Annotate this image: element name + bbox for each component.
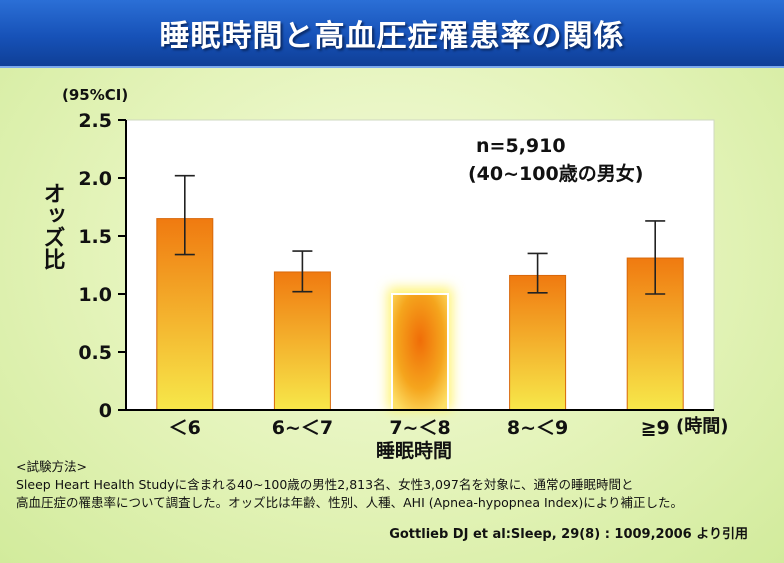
x-tick-label-3: 8~＜9 (507, 417, 568, 439)
title-bar: 睡眠時間と高血圧症罹患率の関係 (0, 0, 784, 68)
method-block: <試験方法> Sleep Heart Health Studyに含まれる40~1… (16, 458, 776, 512)
x-tick-label-0: ＜6 (169, 417, 201, 439)
odds-ratio-chart: 0 0.5 1.0 1.5 2.0 2.5 ＜6 6~＜7 7~＜8 8~＜9 ≧9 オッズ比 睡… (40, 110, 729, 462)
method-heading: <試験方法> (16, 459, 87, 474)
page-title: 睡眠時間と高血圧症罹患率の関係 (159, 19, 625, 54)
x-unit-label: (時間) (676, 416, 728, 437)
x-tick-label-4: ≧9 (641, 417, 670, 439)
x-tick-label-1: 6~＜7 (272, 417, 333, 439)
ci-note: (95%CI) (62, 86, 129, 104)
y-tick-label-0: 0 (99, 400, 112, 422)
y-axis-label: オッズ比 (40, 182, 65, 271)
x-tick-label-2: 7~＜8 (389, 417, 450, 439)
y-tick-label-2: 1.0 (78, 284, 112, 306)
y-tick-label-1: 0.5 (78, 342, 112, 364)
method-line-2: 高血圧症の罹患率について調査した。オッズ比は年齢、性別、人種、AHI (Apne… (16, 495, 684, 510)
population-annotation: (40~100歳の男女) (468, 162, 643, 185)
x-axis-label: 睡眠時間 (376, 440, 452, 462)
sample-size-annotation: n=5,910 (476, 135, 566, 157)
bar-1 (273, 271, 331, 411)
y-tick-label-3: 1.5 (78, 226, 112, 248)
y-tick-label-4: 2.0 (78, 168, 112, 190)
bar-2 (391, 293, 449, 411)
bar-3 (509, 274, 567, 411)
method-line-1: Sleep Heart Health Studyに含まれる40~100歳の男性2… (16, 477, 634, 492)
citation: Gottlieb DJ et al:Sleep, 29(8) : 1009,20… (389, 527, 748, 542)
y-tick-label-5: 2.5 (78, 110, 112, 132)
